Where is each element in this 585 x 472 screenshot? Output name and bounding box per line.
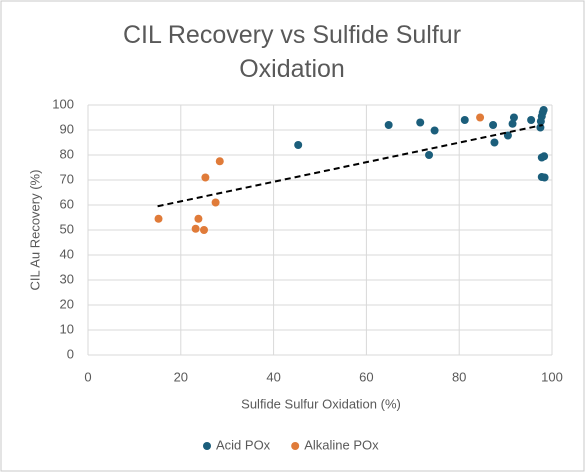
x-tick-label: 40 [266, 369, 280, 384]
data-point [539, 106, 548, 114]
y-tick-label: 60 [60, 196, 74, 211]
data-point [460, 116, 469, 124]
y-tick-label: 80 [60, 146, 74, 161]
x-tick-label: 0 [84, 369, 91, 384]
data-point [527, 116, 536, 124]
legend-marker [291, 442, 300, 450]
y-tick-label: 70 [60, 171, 74, 186]
data-point [154, 214, 163, 223]
data-point [294, 141, 303, 149]
y-tick-label: 10 [60, 321, 74, 336]
legend-label: Acid POx [216, 437, 271, 452]
legend-marker [203, 442, 211, 450]
x-tick-label: 60 [359, 369, 373, 384]
y-axis-label: CIL Au Recovery (%) [27, 170, 42, 291]
data-point [191, 224, 200, 233]
x-tick-label: 100 [541, 369, 563, 384]
data-point [416, 118, 425, 127]
data-point [384, 121, 393, 129]
y-tick-label: 50 [60, 221, 74, 236]
y-tick-label: 30 [60, 271, 74, 286]
data-point [215, 157, 224, 166]
x-axis-label: Sulfide Sulfur Oxidation (%) [241, 396, 401, 411]
data-point [540, 173, 549, 182]
y-tick-label: 0 [67, 346, 74, 361]
data-point [490, 138, 499, 147]
data-point [476, 113, 485, 122]
data-point [425, 151, 434, 159]
data-point [430, 126, 439, 135]
y-tick-label: 100 [52, 96, 74, 111]
trendline [157, 124, 543, 208]
data-point [508, 119, 517, 128]
data-point [540, 152, 549, 161]
data-point [509, 113, 518, 122]
data-point [201, 173, 210, 182]
y-tick-label: 40 [60, 246, 74, 261]
x-tick-label: 20 [174, 369, 188, 384]
y-tick-label: 20 [60, 296, 74, 311]
y-tick-label: 90 [60, 121, 74, 136]
data-point [194, 214, 203, 223]
chart-title: CIL Recovery vs Sulfide Sulfur Oxidation [122, 21, 462, 83]
x-tick-label: 80 [452, 369, 466, 384]
data-point [211, 198, 220, 207]
data-point [200, 226, 208, 234]
data-point [489, 121, 498, 129]
legend-label: Alkaline POx [304, 437, 379, 452]
